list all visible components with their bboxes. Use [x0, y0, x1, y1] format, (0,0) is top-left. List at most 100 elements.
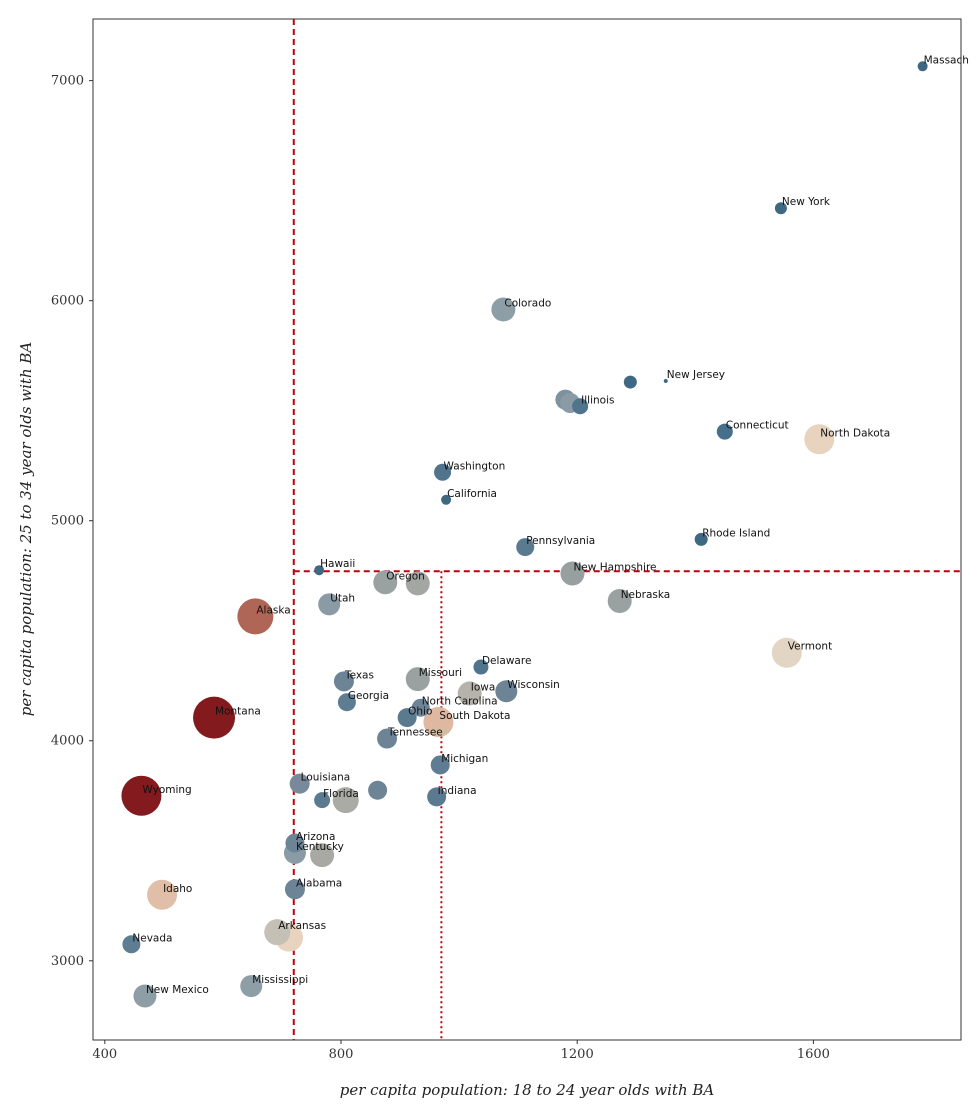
y-tick-label: 5000 — [51, 514, 84, 529]
data-point-42 — [310, 843, 335, 868]
x-tick-label: 800 — [329, 1047, 354, 1062]
data-point-vermont — [771, 637, 802, 668]
data-label-colorado: Colorado — [504, 297, 551, 309]
data-point-4 — [623, 375, 637, 389]
data-label-south-dakota: South Dakota — [439, 710, 510, 722]
data-labels: Massach New York Colorado New Jersey Illinoi… — [132, 54, 969, 996]
data-point-17 — [405, 571, 430, 596]
data-point-indiana — [427, 787, 447, 807]
data-point-washington — [434, 463, 452, 481]
data-point-arizona — [285, 833, 305, 853]
data-label-north-dakota: North Dakota — [820, 427, 890, 439]
x-tick-label: 400 — [92, 1047, 117, 1062]
data-point-utah — [318, 593, 341, 616]
data-label-wyoming: Wyoming — [142, 784, 191, 796]
data-label-alabama: Alabama — [296, 877, 342, 889]
data-point-north-carolina — [411, 698, 430, 717]
data-point-rhode-island — [694, 532, 708, 546]
data-point-nebraska — [607, 589, 632, 614]
y-tick-label: 6000 — [51, 294, 84, 309]
data-point-north-dakota — [804, 424, 835, 455]
y-axis-ticks: 3000 4000 5000 6000 7000 — [51, 74, 93, 969]
data-point-texas — [333, 671, 354, 692]
data-label-arizona: Arizona — [296, 831, 335, 843]
data-point-39 — [332, 787, 359, 814]
data-label-kentucky: Kentucky — [296, 841, 344, 853]
data-point-georgia — [337, 693, 356, 712]
y-tick-label: 7000 — [51, 74, 84, 89]
data-label-pennsylvania: Pennsylvania — [526, 535, 595, 547]
data-label-alaska: Alaska — [256, 604, 290, 616]
data-label-california: California — [447, 488, 497, 500]
data-point-new-mexico — [133, 984, 157, 1008]
data-point-pennsylvania — [516, 538, 535, 557]
data-point-mississippi — [240, 975, 263, 998]
data-label-tennessee: Tennessee — [387, 727, 443, 739]
data-point-ohio — [397, 708, 417, 728]
data-point-nevada — [122, 935, 141, 954]
data-label-new-jersey: New Jersey — [667, 369, 725, 381]
data-label-massach: Massach — [924, 54, 969, 66]
x-axis-ticks: 400 800 1200 1600 — [92, 1040, 830, 1062]
data-point-iowa — [457, 681, 482, 706]
data-label-hawaii: Hawaii — [320, 558, 355, 570]
data-point-hawaii — [314, 565, 325, 576]
data-point-delaware — [473, 659, 489, 675]
data-label-illinois: Illinois — [581, 394, 614, 406]
x-tick-label: 1600 — [797, 1047, 830, 1062]
data-point-louisiana — [289, 773, 310, 794]
data-point-tennessee — [377, 728, 398, 749]
data-label-missouri: Missouri — [419, 667, 462, 679]
data-label-delaware: Delaware — [482, 655, 531, 667]
data-label-iowa: Iowa — [471, 681, 496, 693]
y-axis-title: per capita population: 25 to 34 year old… — [17, 342, 35, 717]
data-label-montana: Montana — [215, 706, 261, 718]
data-point-montana — [193, 696, 236, 739]
data-label-wisconsin: Wisconsin — [507, 679, 559, 691]
data-label-north-carolina: North Carolina — [422, 696, 498, 708]
data-point-wyoming — [121, 775, 162, 816]
data-label-mississippi: Mississippi — [252, 974, 308, 986]
data-point-california — [441, 494, 452, 505]
data-label-nevada: Nevada — [132, 932, 172, 944]
data-label-vermont: Vermont — [788, 641, 832, 653]
data-label-louisiana: Louisiana — [301, 772, 351, 784]
data-point-florida — [314, 792, 331, 809]
data-point-michigan — [430, 755, 450, 775]
data-label-nebraska: Nebraska — [621, 589, 671, 601]
data-label-oregon: Oregon — [386, 570, 425, 582]
y-tick-label: 3000 — [51, 954, 84, 969]
data-point-south-dakota — [423, 707, 454, 738]
data-label-new-hampshire: New Hampshire — [573, 562, 656, 574]
data-points — [121, 61, 928, 1008]
data-point-arkansas — [264, 919, 291, 946]
data-label-connecticut: Connecticut — [726, 420, 789, 432]
data-point-new-york — [774, 202, 787, 215]
data-point-new-jersey — [663, 378, 668, 383]
data-label-michigan: Michigan — [441, 753, 488, 765]
data-label-georgia: Georgia — [348, 690, 389, 702]
x-tick-label: 1200 — [561, 1047, 594, 1062]
data-label-washington: Washington — [444, 460, 506, 472]
data-point-alabama — [284, 879, 305, 900]
data-label-rhode-island: Rhode Island — [702, 527, 770, 539]
data-label-new-york: New York — [782, 196, 831, 208]
data-label-new-mexico: New Mexico — [146, 984, 209, 996]
data-point-connecticut — [716, 423, 733, 440]
data-label-ohio: Ohio — [408, 706, 432, 718]
data-point-new-hampshire — [560, 561, 585, 586]
data-point-idaho — [147, 879, 178, 910]
reference-lines — [292, 19, 961, 1040]
data-label-texas: Texas — [344, 669, 374, 681]
data-label-florida: Florida — [323, 788, 359, 800]
data-point-massach — [917, 61, 928, 72]
data-point-wisconsin — [495, 680, 518, 703]
data-label-idaho: Idaho — [163, 883, 192, 895]
plot-panel-border — [92, 18, 962, 1041]
data-point-alaska — [237, 598, 274, 635]
data-label-indiana: Indiana — [438, 785, 477, 797]
data-label-utah: Utah — [330, 592, 355, 604]
y-tick-label: 4000 — [51, 734, 84, 749]
data-point-colorado — [491, 297, 516, 322]
